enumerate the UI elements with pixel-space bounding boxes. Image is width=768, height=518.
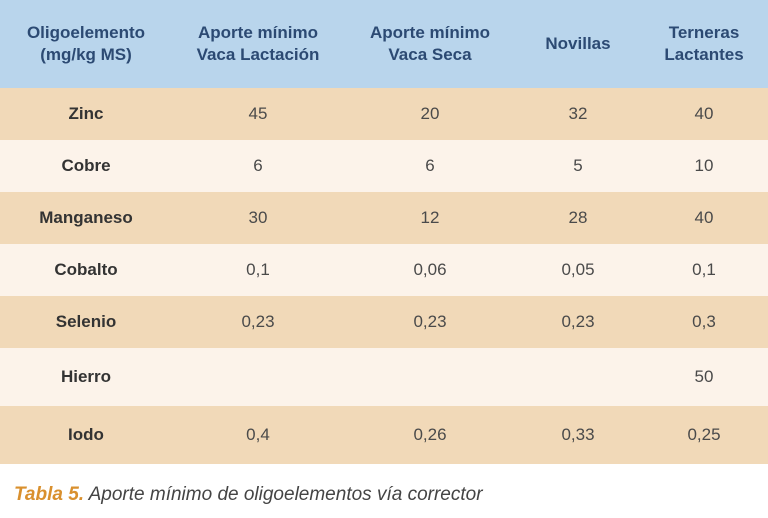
table-row: Cobalto 0,1 0,06 0,05 0,1: [0, 244, 768, 296]
table-row: Manganeso 30 12 28 40: [0, 192, 768, 244]
table-cell: 0,33: [561, 425, 595, 444]
table-cell: 0,3: [692, 312, 716, 331]
table-row: Iodo 0,4 0,26 0,33 0,25: [0, 406, 768, 464]
row-name: Iodo: [68, 425, 104, 444]
column-header-terneras-lactantes: Terneras Lactantes: [664, 23, 744, 64]
caption-label: Tabla 5.: [14, 484, 85, 505]
table-cell: 40: [694, 104, 714, 123]
column-header-vaca-lactacion: Aporte mínimo Vaca Lactación: [196, 23, 320, 64]
table-cell: 5: [573, 156, 583, 175]
column-header-novillas: Novillas: [545, 34, 611, 53]
table-cell: 0,1: [692, 260, 716, 279]
table-row: Hierro 50: [0, 348, 768, 406]
column-header-vaca-seca: Aporte mínimo Vaca Seca: [370, 23, 490, 64]
table-cell: 0,26: [413, 425, 447, 444]
table-cell: 0,1: [246, 260, 270, 279]
table-cell: 40: [694, 208, 714, 227]
row-name: Cobre: [61, 156, 111, 175]
table-cell: 0,23: [241, 312, 275, 331]
table-row: Selenio 0,23 0,23 0,23 0,3: [0, 296, 768, 348]
table-caption: Tabla 5. Aporte mínimo de oligoelementos…: [14, 484, 483, 506]
table-cell: 0,05: [561, 260, 595, 279]
row-name: Selenio: [55, 312, 117, 331]
data-table: Oligoelemento (mg/kg MS) Aporte mínimo V…: [0, 0, 768, 464]
column-header-oligoelemento: Oligoelemento (mg/kg MS): [26, 23, 146, 64]
table-cell: 12: [420, 208, 440, 227]
caption-text: Aporte mínimo de oligoelementos vía corr…: [84, 484, 483, 505]
table-row: Cobre 6 6 5 10: [0, 140, 768, 192]
table-cell: 0,23: [413, 312, 447, 331]
table-header: Oligoelemento (mg/kg MS) Aporte mínimo V…: [0, 0, 768, 88]
table-cell: 0,4: [246, 425, 270, 444]
table-cell: 10: [694, 156, 714, 175]
row-name: Manganeso: [39, 208, 133, 227]
table-cell: 0,06: [413, 260, 447, 279]
row-name: Zinc: [68, 104, 104, 123]
table-cell: 30: [248, 208, 268, 227]
table-cell: 50: [694, 367, 714, 386]
table-cell: 6: [253, 156, 263, 175]
table-row: Zinc 45 20 32 40: [0, 88, 768, 140]
table-cell: 28: [568, 208, 588, 227]
row-name: Hierro: [60, 367, 112, 386]
table-cell: 0,23: [561, 312, 595, 331]
row-name: Cobalto: [54, 260, 118, 279]
table-cell: 32: [568, 104, 588, 123]
table-cell: 20: [420, 104, 440, 123]
table-cell: 45: [248, 104, 268, 123]
table-cell: 6: [425, 156, 435, 175]
table-cell: 0,25: [687, 425, 721, 444]
